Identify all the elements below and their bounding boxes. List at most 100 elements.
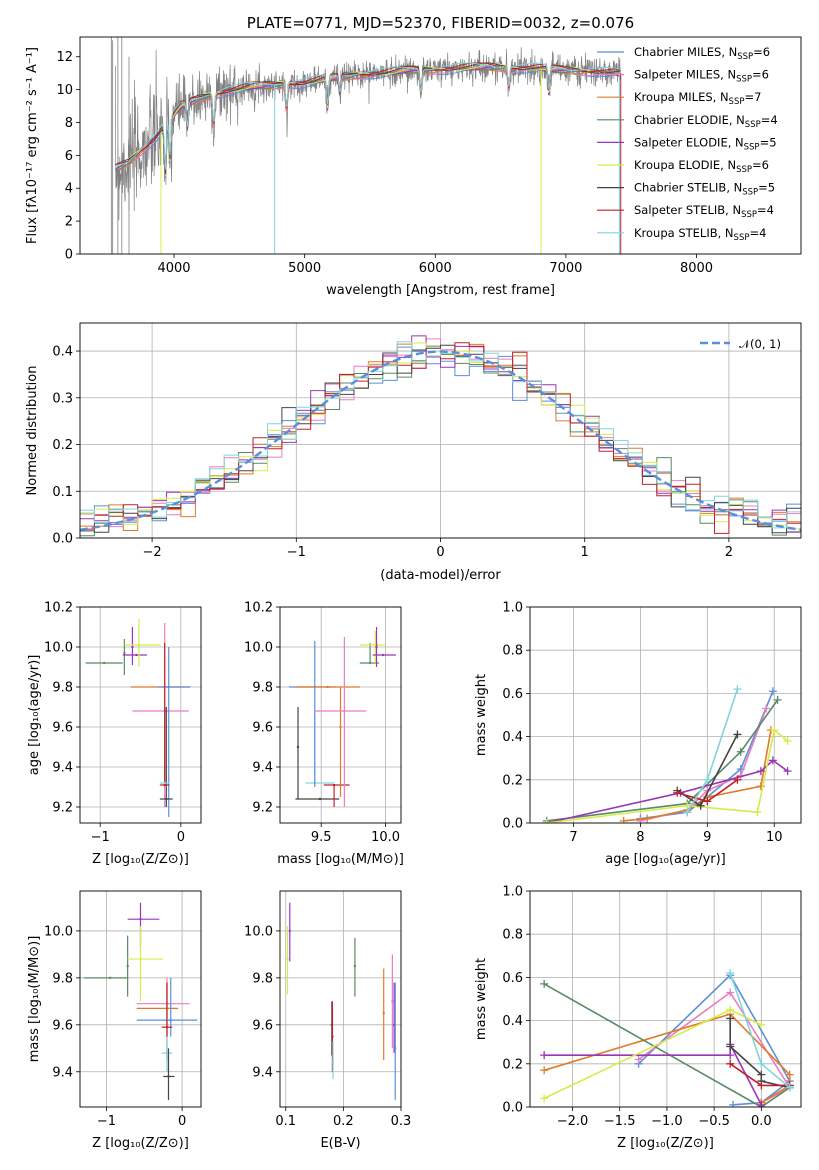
errorbar-point <box>359 643 380 665</box>
errorbar-point <box>85 661 123 665</box>
x-tick-label: 5000 <box>288 261 321 276</box>
y-tick-label: 9.6 <box>252 1018 273 1033</box>
y-tick-label: 9.4 <box>52 1065 73 1080</box>
ticks: 9.5 10.0 9.2 9.4 9.6 9.8 10.0 10.2 <box>244 601 400 846</box>
weight-marker <box>753 808 762 817</box>
errorbar-point <box>359 631 386 663</box>
ticks: 4000 5000 6000 7000 8000 0 2 4 6 8 10 12 <box>56 50 713 276</box>
data-point <box>353 964 357 968</box>
data-point <box>375 645 378 649</box>
legend-label-tail: =4 <box>749 226 766 240</box>
legend-label-tail: =4 <box>757 203 774 217</box>
panel-spectrum: 4000 5000 6000 7000 8000 0 2 4 6 8 10 12 wavelength … <box>25 14 802 298</box>
y-tick-label: 9.4 <box>252 761 273 776</box>
weight-marker <box>540 1051 549 1060</box>
data-point <box>109 976 112 980</box>
data-point <box>391 1000 394 1003</box>
x-tick-label: 0.3 <box>391 1114 412 1129</box>
axes-frame <box>79 36 802 255</box>
weight-marker <box>733 730 742 739</box>
legend-label-tail: =6 <box>752 68 769 82</box>
legend-label: Kroupa STELIB, NSSP=4 <box>634 226 766 243</box>
errorbar-point <box>305 711 335 785</box>
y-tick-label: 0 <box>65 248 73 263</box>
weight-marker <box>619 816 628 823</box>
y-axis-label: Normed distribution <box>25 366 40 496</box>
legend-label-sub: SSP <box>742 188 758 198</box>
axes-frame <box>529 606 802 824</box>
y-tick-label: 0.2 <box>502 773 523 788</box>
y-tick-label: 0.3 <box>52 391 73 406</box>
plot-area <box>85 619 191 817</box>
weight-marker <box>729 1100 738 1107</box>
data-point <box>296 745 300 749</box>
legend-label-sub: SSP <box>736 75 752 85</box>
data-point <box>123 651 126 655</box>
weight-marker <box>634 1055 643 1064</box>
weight-marker <box>757 1020 766 1029</box>
plot-area <box>80 335 801 537</box>
model-fit-line <box>115 65 621 175</box>
weight-marker <box>736 747 745 756</box>
y-tick-label: 0.8 <box>502 928 523 943</box>
ticks: 7 8 9 10 0.0 0.2 0.4 0.6 0.8 1.0 <box>502 601 782 846</box>
data-point <box>381 653 385 657</box>
legend-label: Salpeter ELODIE, NSSP=5 <box>634 135 777 152</box>
panel-mass-age: 9.5 10.0 9.2 9.4 9.6 9.8 10.0 10.2 mass [log₁₀(M… <box>244 601 404 868</box>
legend-label-tail: =4 <box>761 113 778 127</box>
panel-ebv-mass: 0.1 0.2 0.3 9.4 9.6 9.8 10.0 E(B-V) <box>244 890 412 1151</box>
legend-label: Chabrier ELODIE, NSSP=4 <box>634 113 778 130</box>
weight-marker <box>540 1094 549 1103</box>
residual-histogram <box>80 341 801 529</box>
weight-marker <box>757 1081 766 1090</box>
x-tick-label: 0 <box>177 830 185 845</box>
errorbar-point <box>314 637 367 807</box>
y-tick-label: 6 <box>65 149 73 164</box>
errorbar-point <box>159 707 173 807</box>
legend-label: Kroupa ELODIE, NSSP=6 <box>634 158 769 175</box>
data-point <box>318 797 322 801</box>
gaussian-curve <box>80 350 801 531</box>
errorbar-point <box>163 1048 175 1100</box>
legend-label-text: Chabrier MILES, N <box>634 45 737 59</box>
weight-marker <box>756 767 765 776</box>
y-tick-label: 0.4 <box>502 730 523 745</box>
legend-label-tail: =7 <box>744 90 761 104</box>
x-tick-label: −1 <box>97 1114 116 1129</box>
x-tick-label: 7 <box>569 830 577 845</box>
errorbar-point <box>136 982 179 1037</box>
data-point <box>167 685 170 689</box>
x-tick-label: 2 <box>725 545 733 560</box>
weight-marker <box>673 788 682 797</box>
legend-label-sub: SSP <box>741 210 757 220</box>
x-tick-label: 10.0 <box>371 830 400 845</box>
x-tick-label: 1 <box>581 545 589 560</box>
errorbar-point <box>132 623 189 807</box>
y-tick-label: 0.6 <box>502 687 523 702</box>
legend-label-sub: SSP <box>745 120 761 130</box>
errorbar-point <box>331 1041 335 1079</box>
x-axis-label: mass [log₁₀(M/M⊙)] <box>277 852 404 867</box>
weight-series-line <box>640 690 774 820</box>
y-tick-label: 10.0 <box>44 641 73 656</box>
data-point <box>165 797 168 801</box>
plot-area <box>83 902 198 1100</box>
weight-series-line <box>638 991 791 1104</box>
legend-label: Chabrier STELIB, NSSP=5 <box>634 181 775 198</box>
x-axis-label: E(B-V) <box>320 1136 360 1151</box>
plot-area <box>540 969 794 1107</box>
errorbar-point <box>159 643 170 787</box>
y-axis-label: mass weight <box>474 958 489 1040</box>
data-point <box>137 643 141 647</box>
x-tick-label: −1.5 <box>604 1114 636 1129</box>
y-tick-label: 0.6 <box>502 971 523 986</box>
weight-series-line <box>544 1044 763 1106</box>
y-tick-label: 9.2 <box>252 801 273 816</box>
data-point <box>131 645 134 649</box>
ticks: −2.0 −1.5 −1.0 −0.5 0.0 0.0 0.2 0.4 0.6 0.8 1.0 <box>502 885 771 1130</box>
data-point <box>331 1061 335 1064</box>
y-tick-label: 0.2 <box>52 438 73 453</box>
weight-marker <box>768 687 777 696</box>
x-tick-label: 0 <box>436 545 444 560</box>
weight-marker <box>726 1042 735 1051</box>
